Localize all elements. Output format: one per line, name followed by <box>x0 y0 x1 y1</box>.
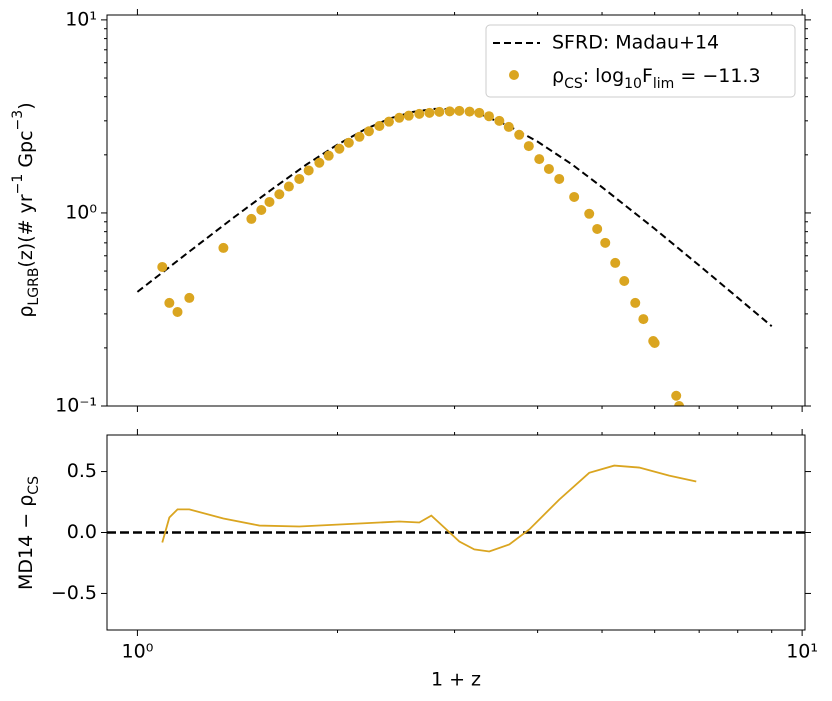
data-point <box>474 107 485 118</box>
data-point <box>674 401 685 406</box>
label-part: −1 <box>10 174 26 195</box>
y-axis-label: MD14 − ρCS <box>15 476 43 590</box>
y-tick-label: −0.5 <box>51 582 97 604</box>
axes-frame <box>106 14 806 407</box>
data-point <box>444 106 455 117</box>
data-point <box>554 173 565 184</box>
label-part: : log <box>583 65 624 87</box>
legend-label: ρCS: log10Flim = −11.3 <box>552 65 761 93</box>
data-point <box>494 115 505 126</box>
plot-area <box>107 464 805 553</box>
panel: 10⁰ 10¹ 0.5 0.0 −0.5 <box>51 429 818 663</box>
data-point <box>610 257 621 268</box>
data-point <box>246 213 257 224</box>
data-point <box>483 111 494 122</box>
data-point <box>363 126 374 137</box>
label-part: CS <box>26 476 42 495</box>
y-tick-label: 0.5 <box>67 460 97 482</box>
data-point <box>294 173 305 184</box>
data-point <box>671 390 682 401</box>
data-point <box>600 237 611 248</box>
y-tick-label: 0.0 <box>67 521 97 543</box>
legend-marker <box>509 70 519 80</box>
plot-area <box>136 105 773 406</box>
data-point <box>619 276 630 287</box>
data-point <box>584 208 595 219</box>
data-point <box>434 106 445 117</box>
data-point <box>464 106 475 117</box>
x-axis-label: 1 + z <box>431 669 481 691</box>
data-point <box>523 141 534 152</box>
label-part: F <box>642 65 653 87</box>
label-part: −3 <box>10 110 26 131</box>
data-point <box>638 314 649 325</box>
data-point <box>184 292 195 303</box>
data-point <box>164 297 175 308</box>
data-point <box>414 108 425 119</box>
data-point <box>264 196 275 207</box>
data-point <box>394 112 405 123</box>
data-point <box>314 157 325 168</box>
data-point <box>503 121 514 132</box>
y-tick-label: 10⁻¹ <box>55 395 97 417</box>
label-part: ρ <box>552 65 564 87</box>
data-point <box>383 116 394 127</box>
data-point <box>424 107 435 118</box>
data-point <box>157 261 168 272</box>
legend <box>485 24 796 98</box>
data-point <box>649 337 660 348</box>
data-point <box>323 150 334 161</box>
data-point <box>543 163 554 174</box>
label-part: CS <box>564 76 583 92</box>
label-part: ρ <box>15 306 37 318</box>
data-point <box>283 181 294 192</box>
data-point <box>534 154 545 165</box>
data-point <box>172 306 183 317</box>
data-point <box>514 129 525 140</box>
data-point <box>334 143 345 154</box>
data-point <box>354 131 365 142</box>
label-part: ) <box>15 102 37 109</box>
data-point <box>218 242 229 253</box>
data-point <box>630 297 641 308</box>
legend-label: SFRD: Madau+14 <box>552 32 719 54</box>
label-part: 10 <box>624 76 642 92</box>
y-axis-label: ρLGRB(z)(# yr−1 Gpc−3) <box>10 102 42 317</box>
data-point <box>274 189 285 200</box>
y-tick-label: 10⁰ <box>65 201 97 223</box>
data-point <box>454 105 465 116</box>
label-part: LGRB <box>26 268 42 306</box>
x-tick-label: 10⁰ <box>122 641 154 663</box>
data-line <box>161 464 697 553</box>
label-part: (z)(# yr <box>15 194 37 267</box>
data-point <box>569 191 580 202</box>
y-tick-label: 10¹ <box>65 8 97 30</box>
data-point <box>374 121 385 132</box>
x-tick-label: 10¹ <box>786 641 818 663</box>
data-point <box>256 204 267 215</box>
data-point <box>303 165 314 176</box>
label-part: Gpc <box>15 130 37 173</box>
axes-frame <box>106 434 806 631</box>
data-line <box>136 107 773 327</box>
label-part: = −11.3 <box>674 65 760 87</box>
panel: 10⁻¹ 10⁰ 10¹ <box>55 8 811 417</box>
data-point <box>592 223 603 234</box>
label-part: lim <box>653 76 674 92</box>
label-part: MD14 − ρ <box>15 495 37 590</box>
data-point <box>343 137 354 148</box>
data-point <box>403 110 414 121</box>
